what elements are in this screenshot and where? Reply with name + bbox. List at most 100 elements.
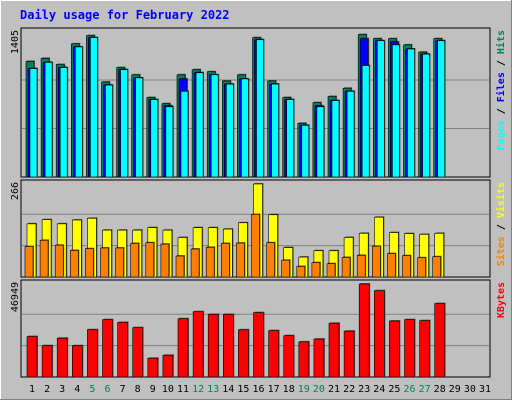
x-label-day-7: 7 — [120, 384, 126, 395]
bar-pages-day-3 — [59, 67, 68, 178]
bar-sites-day-23 — [356, 255, 366, 278]
bar-sites-day-3 — [54, 244, 64, 278]
x-label-day-21: 21 — [328, 384, 340, 395]
x-label-day-6: 6 — [104, 384, 110, 395]
bar-pages-day-13 — [210, 74, 219, 178]
x-axis-day-labels: 1 2 3 4 5 6 7 8 9 10 11 12 13 14 15 16 17 18 19 20 21 22 23 24 2… — [29, 384, 491, 395]
x-label-day-13: 13 — [207, 384, 219, 395]
bar-kbytes-day-22 — [343, 330, 355, 378]
bar-pages-day-27 — [422, 53, 430, 178]
bar-kbytes-day-28 — [434, 303, 446, 378]
bar-kbytes-day-15 — [238, 329, 249, 378]
bar-kbytes-day-9 — [147, 357, 159, 378]
bar-sites-day-7 — [115, 247, 124, 278]
bar-pages-day-22 — [346, 91, 355, 178]
bar-pages-day-21 — [331, 100, 340, 178]
x-label-day-2: 2 — [44, 384, 50, 395]
bar-pages-day-14 — [226, 83, 234, 178]
bar-sites-day-5 — [85, 248, 94, 278]
bar-kbytes-day-4 — [72, 345, 83, 378]
bar-sites-day-21 — [326, 263, 336, 278]
bar-kbytes-day-24 — [373, 290, 385, 378]
bar-sites-day-19 — [296, 266, 306, 278]
x-label-day-14: 14 — [222, 384, 234, 395]
bar-sites-day-20 — [311, 262, 321, 278]
chart-title: Daily usage for February 2022 — [20, 8, 230, 22]
bar-pages-day-11 — [180, 91, 189, 178]
panel-visits-sites — [22, 183, 489, 278]
x-label-day-12: 12 — [192, 384, 204, 395]
bar-kbytes-day-17 — [268, 330, 279, 378]
side-label-part: Sites — [495, 236, 507, 266]
bar-kbytes-day-11 — [177, 318, 189, 378]
bar-kbytes-day-7 — [117, 322, 128, 378]
bar-kbytes-day-12 — [192, 311, 204, 378]
bar-pages-day-19 — [301, 125, 310, 178]
bar-sites-day-8 — [130, 243, 139, 278]
x-label-day-25: 25 — [388, 384, 400, 395]
bar-sites-day-28 — [432, 256, 442, 278]
bar-pages-day-12 — [195, 72, 204, 178]
bar-kbytes-day-20 — [313, 338, 325, 378]
bar-kbytes-day-27 — [419, 320, 430, 378]
side-label-pages-files-hits: Pages / Files / Hits — [495, 30, 507, 150]
side-label-part: KBytes — [496, 282, 507, 318]
bar-kbytes-day-23 — [358, 283, 370, 378]
bar-sites-day-2 — [39, 239, 49, 278]
bar-pages-day-6 — [105, 84, 113, 178]
x-label-day-23: 23 — [358, 384, 370, 395]
bar-sites-day-14 — [221, 243, 230, 278]
x-label-day-17: 17 — [268, 384, 280, 395]
bar-pages-day-4 — [75, 46, 83, 178]
x-label-day-19: 19 — [298, 384, 310, 395]
side-label-part: / — [496, 54, 507, 72]
bar-pages-day-16 — [256, 39, 264, 178]
x-label-day-22: 22 — [343, 384, 355, 395]
bar-pages-day-26 — [407, 48, 415, 178]
x-label-day-4: 4 — [74, 384, 80, 395]
side-label-part: Files — [495, 72, 507, 102]
bar-kbytes-day-1 — [26, 336, 38, 378]
bar-sites-day-1 — [24, 246, 34, 278]
bar-kbytes-day-26 — [404, 319, 415, 378]
x-label-day-5: 5 — [89, 384, 95, 395]
x-label-day-1: 1 — [29, 384, 35, 395]
bar-pages-day-28 — [437, 40, 446, 178]
bar-kbytes-day-25 — [389, 320, 400, 378]
side-label-sites-visits: Sites / Visits — [495, 182, 507, 266]
bar-pages-day-15 — [241, 78, 249, 178]
bar-kbytes-day-3 — [56, 337, 68, 378]
bar-sites-day-4 — [70, 250, 79, 278]
bar-pages-day-24 — [376, 40, 385, 178]
bar-kbytes-day-2 — [41, 345, 53, 378]
bar-kbytes-day-18 — [283, 335, 295, 378]
bar-sites-day-22 — [341, 257, 351, 278]
bar-kbytes-day-16 — [253, 312, 264, 378]
bar-pages-day-10 — [165, 106, 174, 178]
bar-pages-day-23 — [361, 65, 370, 178]
x-label-day-28: 28 — [434, 384, 446, 395]
bar-sites-day-26 — [402, 255, 411, 278]
y-max-label-visits: 266 — [10, 182, 21, 200]
bar-kbytes-day-21 — [328, 322, 340, 378]
bar-kbytes-day-10 — [162, 354, 174, 378]
bar-sites-day-17 — [266, 242, 275, 278]
panel-kbytes — [22, 283, 489, 378]
bar-pages-day-5 — [90, 37, 98, 178]
x-label-day-26: 26 — [403, 384, 415, 395]
y-max-label-hits: 1405 — [10, 30, 21, 54]
bar-sites-day-9 — [145, 242, 155, 278]
bar-sites-day-13 — [205, 246, 215, 278]
side-label-part: Pages — [496, 120, 507, 150]
bar-pages-day-1 — [29, 68, 38, 178]
bar-sites-day-27 — [417, 257, 426, 278]
bar-kbytes-day-14 — [223, 314, 234, 378]
x-label-day-27: 27 — [419, 384, 431, 395]
bar-pages-day-7 — [120, 69, 128, 178]
x-label-day-3: 3 — [59, 384, 65, 395]
bar-pages-day-25 — [392, 44, 400, 178]
bar-pages-day-9 — [150, 99, 159, 178]
x-label-day-15: 15 — [237, 384, 249, 395]
